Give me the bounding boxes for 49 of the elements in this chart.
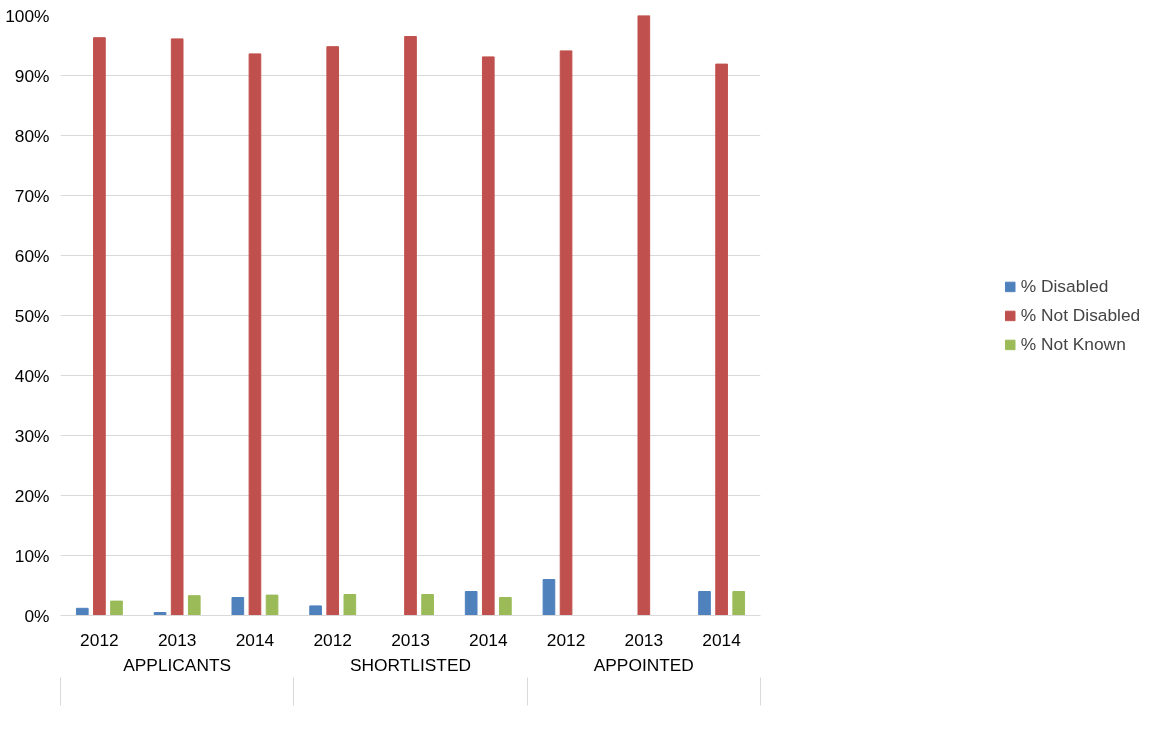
bar: [153, 612, 167, 616]
bar: [231, 597, 245, 616]
y-tick-label: 90%: [14, 65, 50, 86]
text: SHORTLISTED: [350, 654, 472, 675]
bar: [464, 591, 478, 616]
bar: [732, 591, 746, 616]
x-tick-label: 2014: [469, 629, 508, 650]
x-tick-label: 2012: [546, 629, 586, 650]
bar: [637, 15, 651, 616]
y-tick-label: 60%: [14, 245, 50, 266]
bar: [326, 46, 340, 616]
bar: [187, 595, 201, 616]
bar: [698, 591, 711, 616]
bar: [421, 594, 434, 616]
legend-label: % Disabled: [1020, 275, 1109, 297]
y-tick-label: 30%: [14, 425, 50, 446]
text: APPLICANTS: [123, 654, 232, 675]
x-tick-label: 2013: [624, 629, 664, 650]
bar: [343, 594, 357, 616]
legend-label: % Not Disabled: [1020, 304, 1141, 326]
bar: [248, 53, 262, 616]
bar: [715, 63, 728, 616]
bar: [93, 37, 106, 616]
bar: [499, 597, 512, 616]
x-tick-label: 2014: [235, 629, 275, 650]
bar: [559, 50, 573, 616]
y-tick-label: 10%: [14, 545, 50, 566]
y-tick-label: 100%: [5, 5, 50, 26]
x-tick-label: 2013: [157, 629, 197, 650]
y-tick-label: 0%: [24, 605, 50, 626]
y-tick-label: 40%: [14, 365, 50, 386]
bar: [309, 605, 322, 616]
y-tick-label: 70%: [14, 185, 50, 206]
x-tick-label: 2014: [702, 629, 742, 650]
x-tick-label: 2013: [391, 629, 430, 650]
x-tick-label: 2012: [80, 629, 119, 650]
bar: [542, 579, 556, 616]
text: APPOINTED: [593, 654, 694, 675]
bar: [110, 600, 123, 616]
legend-label: % Not Known: [1020, 333, 1126, 355]
bar: [170, 38, 184, 616]
bar: [75, 607, 89, 616]
y-tick-label: 50%: [14, 305, 50, 326]
bar: [404, 36, 417, 616]
y-tick-label: 20%: [14, 485, 50, 506]
bar: [265, 594, 279, 616]
x-tick-label: 2012: [313, 629, 353, 650]
bar: [481, 56, 495, 616]
y-tick-label: 80%: [14, 125, 50, 146]
